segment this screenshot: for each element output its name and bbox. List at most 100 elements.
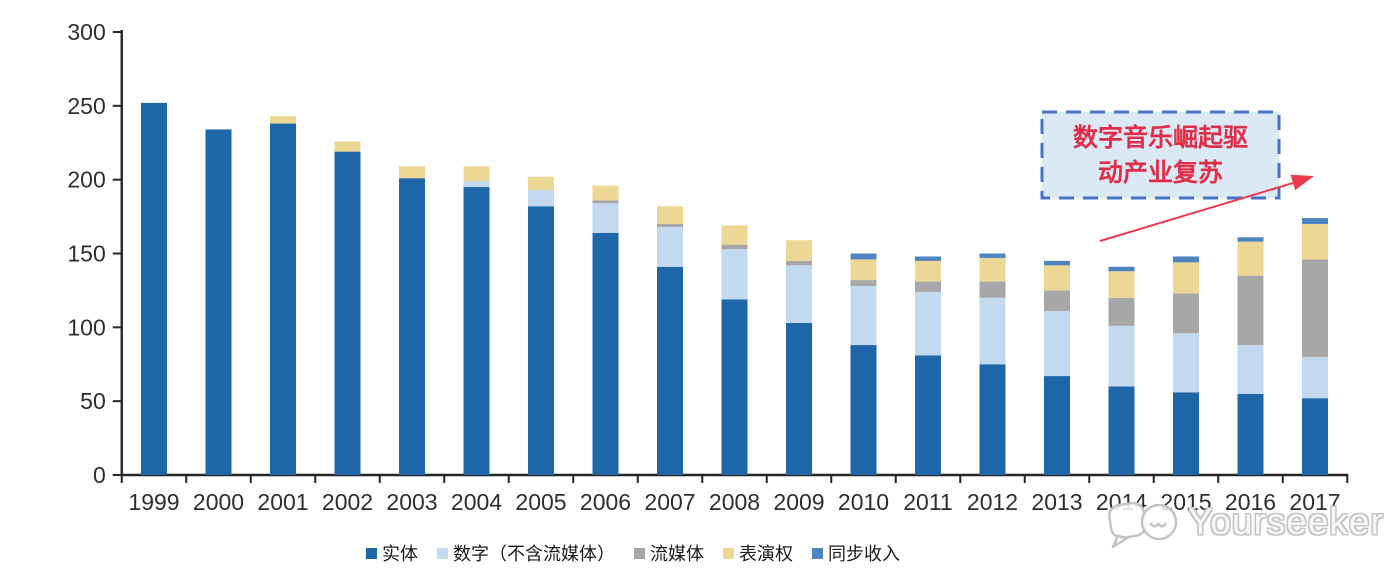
legend-item-digital-ex-streaming: 数字（不含流媒体） — [437, 540, 615, 566]
x-axis-label-2010: 2010 — [838, 489, 889, 515]
bar-segment-2001-performance-rights — [270, 116, 296, 124]
x-axis-label-2017: 2017 — [1289, 489, 1340, 515]
watermark-logo-icon — [1108, 501, 1178, 549]
bar-segment-2012-digital-ex-streaming — [979, 297, 1006, 365]
legend-swatch-sync-revenue — [812, 547, 823, 559]
y-axis-label: 300 — [67, 19, 105, 45]
bar-segment-2006-digital-ex-streaming — [592, 203, 619, 233]
annotation-box — [1040, 110, 1281, 200]
bar-segment-2007-performance-rights — [657, 206, 683, 224]
bar-segment-2009-physical — [786, 322, 812, 475]
bar-segment-2008-physical — [721, 299, 748, 475]
bar-segment-2014-physical — [1108, 386, 1135, 475]
bar-segment-2012-performance-rights — [979, 257, 1006, 282]
x-axis-label-2002: 2002 — [322, 489, 373, 515]
bar-segment-2016-streaming — [1237, 275, 1264, 346]
bar-segment-2006-streaming — [592, 200, 619, 204]
bar-segment-2013-sync-revenue — [1044, 260, 1070, 266]
bar-segment-2017-performance-rights — [1302, 223, 1328, 260]
legend-label-digital-ex-streaming: 数字（不含流媒体） — [453, 544, 615, 564]
bar-segment-2003-performance-rights — [399, 166, 425, 179]
legend-swatch-streaming — [634, 547, 645, 559]
x-axis-label-2001: 2001 — [257, 489, 308, 515]
x-axis-label-2006: 2006 — [580, 489, 631, 515]
y-axis-label: 100 — [67, 314, 105, 340]
bar-segment-2011-physical — [915, 355, 941, 475]
bar-segment-2005-digital-ex-streaming — [528, 190, 554, 207]
legend-label-performance-rights: 表演权 — [739, 544, 793, 564]
chart-legend: 实体 数字（不含流媒体） 流媒体 表演权 同步收入 — [366, 540, 900, 566]
bar-segment-2015-sync-revenue — [1173, 256, 1199, 263]
bar-segment-2003-physical — [399, 178, 425, 475]
bar-segment-2011-performance-rights — [915, 260, 941, 282]
y-axis-label: 200 — [67, 167, 105, 193]
bar-segment-2012-streaming — [979, 281, 1006, 298]
legend-swatch-digital-ex-streaming — [437, 547, 448, 559]
x-axis-label-2007: 2007 — [644, 489, 695, 515]
x-axis-label-2008: 2008 — [709, 489, 760, 515]
y-axis-label: 50 — [80, 388, 106, 414]
legend-item-streaming: 流媒体 — [634, 540, 704, 566]
x-axis-label-1999: 1999 — [128, 489, 179, 515]
bar-segment-2014-sync-revenue — [1108, 266, 1135, 272]
x-axis-label-2013: 2013 — [1031, 489, 1082, 515]
bar-segment-2015-physical — [1173, 392, 1199, 475]
bar-segment-2010-physical — [850, 345, 877, 475]
bar-segment-2010-sync-revenue — [850, 253, 877, 260]
x-axis-label-2004: 2004 — [451, 489, 502, 515]
bar-segment-2017-digital-ex-streaming — [1302, 356, 1328, 399]
y-axis-label: 0 — [93, 462, 106, 488]
bar-segment-2009-streaming — [786, 260, 812, 266]
bar-segment-2012-sync-revenue — [979, 253, 1006, 258]
x-axis-label-2012: 2012 — [967, 489, 1018, 515]
bar-segment-2015-performance-rights — [1173, 262, 1199, 294]
bar-segment-2010-streaming — [850, 280, 877, 286]
x-axis-label-2000: 2000 — [193, 489, 244, 515]
bar-segment-2010-digital-ex-streaming — [850, 285, 877, 346]
bar-segment-2014-digital-ex-streaming — [1108, 325, 1135, 387]
bar-segment-2017-sync-revenue — [1302, 218, 1328, 224]
bar-segment-2015-streaming — [1173, 293, 1199, 334]
bar-segment-2014-performance-rights — [1108, 271, 1135, 298]
bar-segment-2009-performance-rights — [786, 240, 812, 261]
x-axis-label-2016: 2016 — [1225, 489, 1276, 515]
bar-segment-2014-streaming — [1108, 297, 1135, 326]
watermark-text: Yourseeker — [1188, 501, 1384, 542]
annotation-arrow-line — [1099, 182, 1294, 242]
legend-swatch-physical — [366, 547, 377, 559]
bar-segment-2016-performance-rights — [1237, 241, 1264, 276]
bar-segment-2011-digital-ex-streaming — [915, 291, 941, 356]
bar-segment-2013-physical — [1044, 376, 1070, 475]
y-axis-label: 250 — [67, 93, 105, 119]
bar-segment-2008-streaming — [721, 244, 748, 250]
watermark: Yourseeker — [1104, 494, 1384, 550]
bar-segment-2007-physical — [657, 266, 683, 475]
bar-segment-2000-physical — [205, 129, 232, 475]
bar-segment-2011-sync-revenue — [915, 256, 941, 261]
bar-segment-2002-physical — [334, 151, 361, 476]
legend-item-sync-revenue: 同步收入 — [812, 540, 900, 566]
bar-segment-2006-performance-rights — [592, 185, 619, 201]
x-axis-label-2009: 2009 — [773, 489, 824, 515]
bar-segment-2005-physical — [528, 206, 554, 475]
bar-segment-2010-performance-rights — [850, 259, 877, 281]
legend-item-physical: 实体 — [366, 540, 418, 566]
bar-segment-2015-digital-ex-streaming — [1173, 333, 1199, 393]
bar-segment-2007-streaming — [657, 223, 683, 227]
bar-segment-2011-streaming — [915, 281, 941, 292]
bar-segment-2017-streaming — [1302, 259, 1328, 357]
bar-segment-1999-physical — [141, 102, 167, 475]
x-axis-label-2003: 2003 — [386, 489, 437, 515]
legend-item-performance-rights: 表演权 — [723, 540, 793, 566]
bar-segment-2006-physical — [592, 232, 619, 475]
bar-segment-2013-digital-ex-streaming — [1044, 311, 1070, 377]
legend-swatch-performance-rights — [723, 547, 734, 559]
bar-segment-2008-performance-rights — [721, 225, 748, 245]
bar-segment-2016-digital-ex-streaming — [1237, 345, 1264, 394]
legend-label-sync-revenue: 同步收入 — [828, 544, 900, 564]
legend-label-streaming: 流媒体 — [650, 544, 704, 564]
bar-segment-2001-physical — [270, 123, 296, 475]
bar-segment-2009-digital-ex-streaming — [786, 265, 812, 323]
bar-segment-2004-performance-rights — [463, 166, 490, 182]
